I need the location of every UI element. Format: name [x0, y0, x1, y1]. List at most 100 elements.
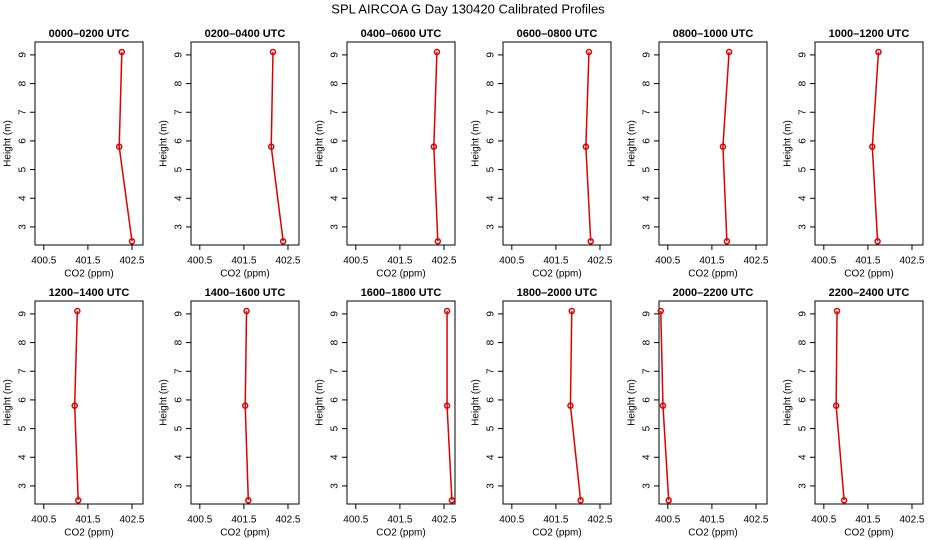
- data-point: [723, 238, 731, 245]
- y-tick-label: 6: [642, 138, 653, 144]
- y-tick-label: 6: [486, 138, 497, 144]
- y-tick-label: 7: [486, 368, 497, 374]
- data-point: [832, 402, 840, 409]
- data-point: [659, 402, 667, 409]
- y-tick-label: 7: [18, 109, 29, 115]
- x-tick-label: 400.5: [343, 515, 368, 526]
- x-tick-label: 400.5: [499, 256, 524, 267]
- y-tick-label: 8: [174, 339, 185, 345]
- data-point: [74, 497, 82, 504]
- y-tick-label: 8: [486, 80, 497, 86]
- y-tick-label: 3: [642, 224, 653, 230]
- x-tick-label: 401.5: [231, 256, 256, 267]
- y-tick-label: 9: [798, 311, 809, 317]
- y-tick-label: 9: [798, 52, 809, 58]
- y-tick-label: 3: [486, 224, 497, 230]
- y-tick-label: 6: [18, 138, 29, 144]
- y-axis-label: Height (m): [627, 379, 638, 426]
- x-axis-label: CO2 (ppm): [532, 269, 581, 280]
- y-axis-label: Height (m): [159, 120, 170, 167]
- panel-title: 2200–2400 UTC: [829, 287, 910, 299]
- y-axis-label: Height (m): [627, 120, 638, 167]
- y-tick-label: 4: [798, 454, 809, 460]
- profile-line: [835, 311, 845, 501]
- data-point: [874, 238, 881, 245]
- plot-frame: [502, 300, 612, 505]
- x-axis-label: CO2 (ppm): [376, 269, 425, 280]
- profile-line: [433, 52, 439, 242]
- y-tick-label: 7: [174, 368, 185, 374]
- y-tick-label: 7: [18, 368, 29, 374]
- y-axis-label: Height (m): [3, 120, 14, 167]
- panel-title: 1200–1400 UTC: [49, 287, 130, 299]
- plot-frame: [190, 41, 300, 246]
- x-axis-label: CO2 (ppm): [532, 528, 581, 539]
- x-tick-label: 402.5: [743, 256, 768, 267]
- x-tick-label: 400.5: [187, 515, 212, 526]
- data-point: [587, 238, 594, 245]
- y-tick-label: 8: [642, 80, 653, 86]
- data-point: [840, 497, 848, 504]
- y-tick-label: 3: [18, 483, 29, 489]
- y-tick-label: 9: [174, 311, 185, 317]
- data-point: [869, 143, 876, 150]
- y-tick-label: 8: [642, 339, 653, 345]
- plot-frame: [814, 300, 924, 505]
- y-tick-label: 8: [18, 339, 29, 345]
- x-axis-label: CO2 (ppm): [376, 528, 425, 539]
- y-tick-label: 5: [330, 166, 341, 172]
- profile-line: [722, 51, 730, 242]
- panel-title: 0600–0800 UTC: [517, 28, 598, 40]
- plot-frame: [814, 41, 924, 246]
- y-tick-label: 5: [18, 166, 29, 172]
- plot-frame: [658, 41, 768, 246]
- data-point: [245, 497, 252, 504]
- plot-frame: [34, 41, 144, 246]
- y-tick-label: 8: [18, 80, 29, 86]
- x-tick-label: 402.5: [587, 515, 612, 526]
- y-tick-label: 4: [486, 454, 497, 460]
- panel-title: 0200–0400 UTC: [205, 28, 286, 40]
- y-tick-label: 7: [642, 109, 653, 115]
- profile-line: [569, 311, 582, 501]
- profile-line: [446, 311, 453, 501]
- x-tick-label: 402.5: [899, 515, 924, 526]
- x-tick-label: 401.5: [855, 256, 880, 267]
- x-tick-label: 400.5: [31, 256, 56, 267]
- y-tick-label: 9: [642, 52, 653, 58]
- profile-line: [871, 51, 880, 242]
- y-tick-label: 5: [798, 166, 809, 172]
- data-point: [665, 497, 672, 504]
- y-tick-label: 8: [330, 339, 341, 345]
- x-tick-label: 401.5: [387, 256, 412, 267]
- data-point: [443, 402, 451, 409]
- x-tick-label: 400.5: [187, 256, 212, 267]
- y-tick-label: 7: [486, 109, 497, 115]
- y-tick-label: 4: [642, 454, 653, 460]
- y-tick-label: 4: [330, 454, 341, 460]
- data-point: [568, 307, 576, 315]
- x-tick-label: 401.5: [699, 515, 724, 526]
- x-tick-label: 402.5: [275, 515, 300, 526]
- y-tick-label: 5: [174, 166, 185, 172]
- x-tick-label: 402.5: [431, 256, 456, 267]
- y-tick-label: 8: [798, 339, 809, 345]
- y-tick-label: 5: [642, 425, 653, 431]
- y-axis-label: Height (m): [471, 379, 482, 426]
- y-tick-label: 5: [798, 425, 809, 431]
- panel-title: 1600–1800 UTC: [361, 287, 442, 299]
- y-tick-label: 3: [798, 483, 809, 489]
- y-tick-label: 7: [330, 109, 341, 115]
- y-tick-label: 9: [18, 52, 29, 58]
- data-point: [725, 48, 733, 56]
- y-tick-label: 4: [486, 195, 497, 201]
- y-tick-label: 9: [330, 311, 341, 317]
- profile-line: [118, 52, 133, 242]
- y-tick-label: 3: [174, 483, 185, 489]
- y-tick-label: 9: [642, 311, 653, 317]
- x-tick-label: 400.5: [499, 515, 524, 526]
- y-tick-label: 7: [798, 368, 809, 374]
- panel-title: 0800–1000 UTC: [673, 28, 754, 40]
- x-tick-label: 400.5: [343, 256, 368, 267]
- y-tick-label: 3: [174, 224, 185, 230]
